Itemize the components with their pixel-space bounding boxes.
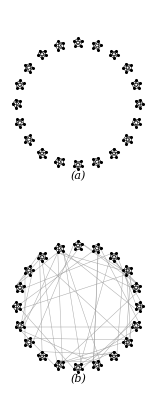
Text: (b): (b) (70, 373, 86, 383)
Text: (a): (a) (70, 171, 86, 181)
